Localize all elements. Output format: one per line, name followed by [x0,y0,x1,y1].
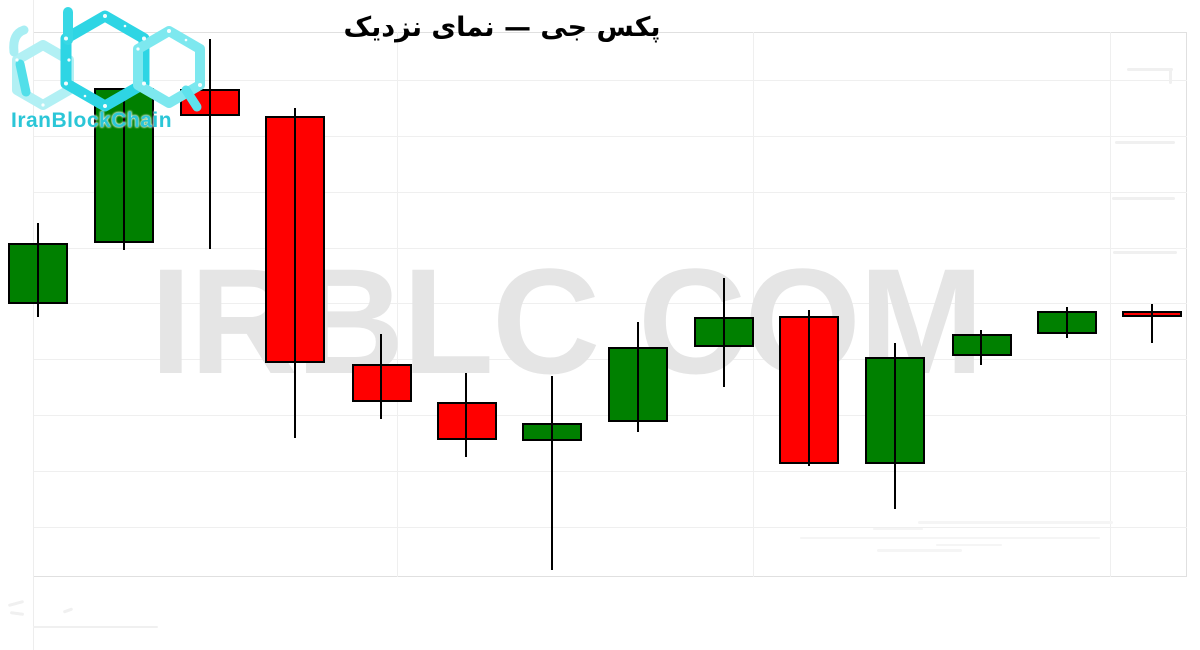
candle-wick [723,278,725,387]
candle-wick [551,376,553,570]
chart-title: پکس جی — نمای نزدیک [343,12,661,43]
candle-wick [465,373,467,457]
smudge-mark [1113,251,1177,254]
iranblockchain-logo-icon [9,7,205,112]
smudge-mark [33,626,158,628]
gridline-horizontal [33,80,1187,81]
candle-wick [1066,307,1068,338]
candle-wick [123,88,125,250]
gridline-horizontal [33,248,1187,249]
smudge-mark [1112,197,1175,200]
gridline-vertical [397,32,398,577]
candle-wick [637,322,639,432]
smudge-mark [936,544,1002,546]
gridline-horizontal [33,136,1187,137]
candle-wick [1151,304,1153,343]
candle-body [437,402,497,440]
candle-wick [294,108,296,438]
candle-wick [980,330,982,365]
candle-wick [37,223,39,317]
gridline-horizontal [33,527,1187,528]
candle-wick [808,310,810,466]
candle-body [352,364,412,402]
smudge-mark [1127,68,1173,71]
candle-body [952,334,1012,356]
gridline-vertical [753,32,754,577]
logo-wordmark: IranBlockChain [11,109,173,132]
smudge-mark [1115,141,1175,144]
gridline-horizontal [33,303,1187,304]
candle-wick [380,334,382,419]
gridline-horizontal [33,192,1187,193]
candle-wick [209,39,211,249]
smudge-mark [1169,68,1172,84]
gridline-horizontal [33,471,1187,472]
smudge-mark [918,521,1113,524]
smudge-mark [877,549,962,552]
gridline-vertical [1110,32,1111,577]
smudge-mark [873,528,923,530]
smudge-mark [800,537,1100,539]
candle-wick [894,343,896,509]
gridline-vertical-full [33,0,34,650]
